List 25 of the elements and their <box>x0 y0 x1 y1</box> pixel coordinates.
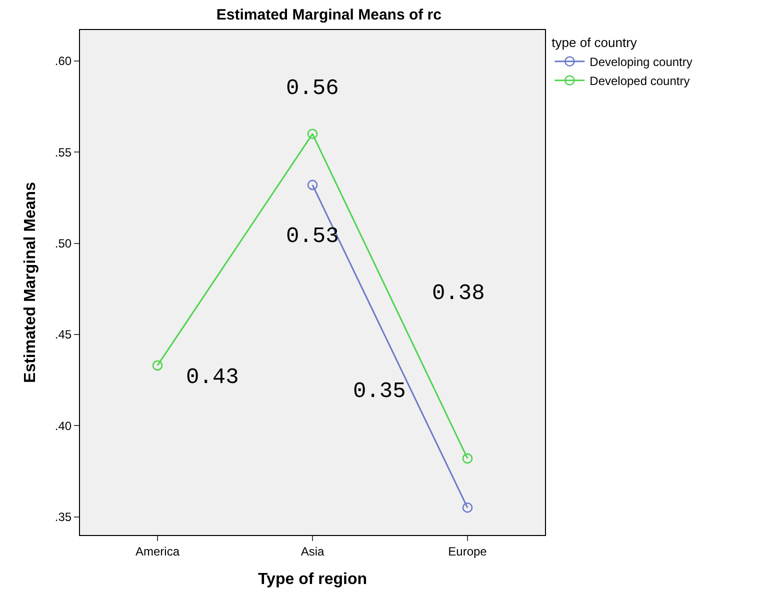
x-tick-label: Europe <box>448 544 488 558</box>
point <box>462 502 473 513</box>
legend-label: Developed country <box>590 74 690 88</box>
point <box>307 128 318 140</box>
y-tick-label: .50 <box>54 236 72 250</box>
chart-title: Estimated Marginal Means of rc <box>216 6 442 24</box>
x-tick-label: Asia <box>300 544 324 558</box>
legend-label: Developing country <box>590 55 692 70</box>
annotation: 0.53 <box>286 224 339 249</box>
y-tick-label: .60 <box>54 54 72 68</box>
point <box>152 360 163 371</box>
legend-title: type of country <box>552 34 638 50</box>
annotation: 0.38 <box>432 281 485 306</box>
annotation: 0.56 <box>286 76 339 101</box>
x-tick-label: America <box>135 544 180 558</box>
y-tick-label: .35 <box>54 510 72 524</box>
point <box>307 180 318 190</box>
annotation: 0.43 <box>186 365 239 390</box>
y-tick-label: .40 <box>54 418 72 433</box>
y-axis-title: Estimated Marginal Means <box>22 182 39 383</box>
y-tick-label: .55 <box>54 145 72 160</box>
point <box>462 453 473 464</box>
y-tick-label: .45 <box>54 328 72 342</box>
annotation: 0.35 <box>353 379 406 404</box>
x-axis-title: Type of region <box>258 571 368 588</box>
